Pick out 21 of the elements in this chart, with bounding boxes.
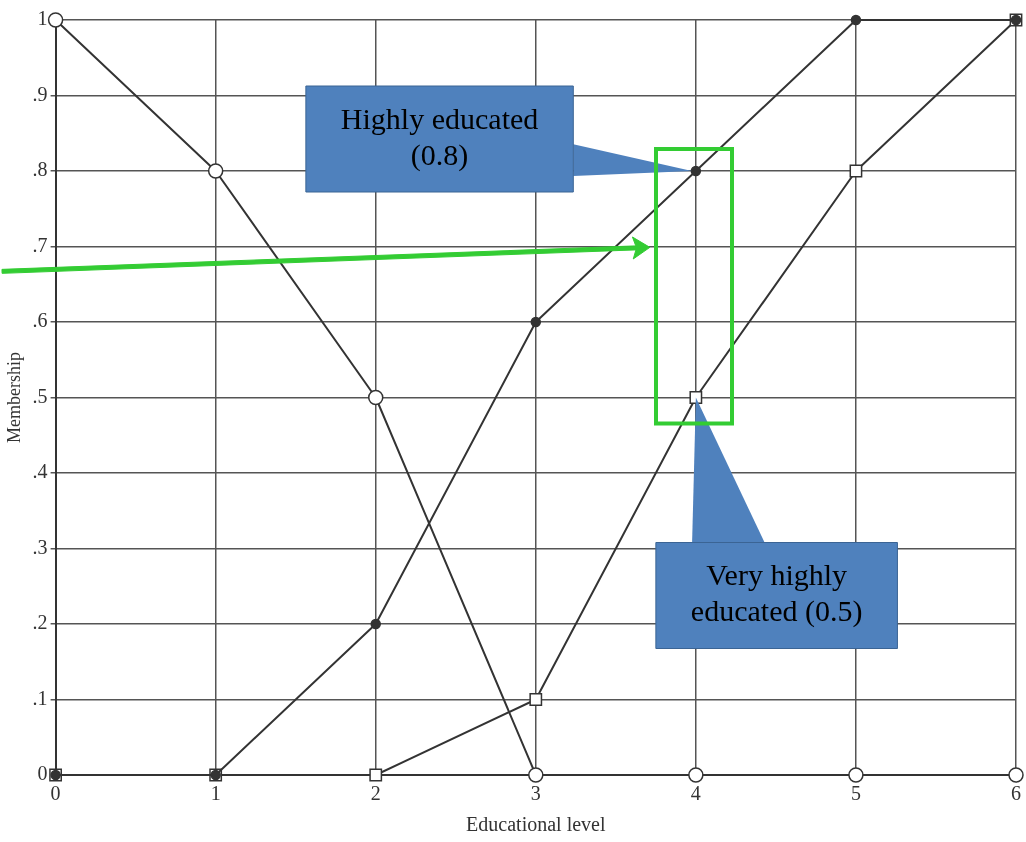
annotation: Very highly educated (0.5) bbox=[690, 558, 863, 629]
y-tick-label: .9 bbox=[32, 82, 48, 105]
y-tick-label: 0 bbox=[37, 762, 48, 785]
x-tick-label: 5 bbox=[850, 782, 861, 805]
x-axis-title: Educational level bbox=[466, 813, 606, 836]
y-tick-label: .7 bbox=[32, 233, 48, 256]
x-tick-label: 1 bbox=[210, 782, 221, 805]
y-axis-title: Membership bbox=[3, 352, 24, 443]
x-tick-label: 6 bbox=[1011, 782, 1021, 805]
y-tick-label: .4 bbox=[32, 460, 48, 483]
y-tick-label: .6 bbox=[32, 309, 48, 332]
y-tick-label: .1 bbox=[32, 686, 48, 709]
y-tick-label: .5 bbox=[32, 384, 48, 407]
annotation: Highly educated (0.8) bbox=[340, 101, 539, 172]
x-tick-label: 3 bbox=[530, 782, 541, 805]
x-tick-label: 2 bbox=[370, 782, 381, 805]
y-tick-label: .2 bbox=[32, 611, 48, 634]
y-tick-label: .8 bbox=[32, 158, 48, 181]
y-tick-label: .3 bbox=[32, 535, 48, 558]
x-tick-label: 4 bbox=[690, 782, 701, 805]
y-tick-label: 1 bbox=[37, 7, 48, 30]
